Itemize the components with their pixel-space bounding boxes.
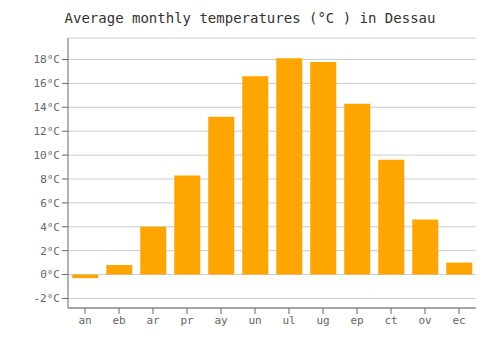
svg-text:eb: eb bbox=[112, 314, 125, 327]
svg-text:-2°C: -2°C bbox=[34, 292, 61, 305]
svg-text:ov: ov bbox=[418, 314, 432, 327]
svg-text:ct: ct bbox=[384, 314, 397, 327]
svg-text:pr: pr bbox=[180, 314, 194, 327]
svg-text:8°C: 8°C bbox=[40, 173, 60, 186]
svg-text:ep: ep bbox=[350, 314, 363, 327]
svg-text:0°C: 0°C bbox=[40, 268, 60, 281]
svg-text:ul: ul bbox=[282, 314, 295, 327]
svg-text:12°C: 12°C bbox=[34, 125, 61, 138]
svg-text:16°C: 16°C bbox=[34, 77, 61, 90]
svg-text:an: an bbox=[78, 314, 91, 327]
svg-text:un: un bbox=[248, 314, 261, 327]
svg-text:ug: ug bbox=[316, 314, 329, 327]
svg-text:ay: ay bbox=[214, 314, 228, 327]
svg-text:6°C: 6°C bbox=[40, 197, 60, 210]
svg-text:10°C: 10°C bbox=[34, 149, 61, 162]
html-text:Average monthly temperatures (: Average monthly temperatures (°C ) in De… bbox=[64, 10, 436, 26]
svg-text:ec: ec bbox=[452, 314, 465, 327]
svg-text:14°C: 14°C bbox=[34, 101, 61, 114]
svg-text:ar: ar bbox=[146, 314, 160, 327]
svg-text:2°C: 2°C bbox=[40, 245, 60, 258]
svg-text:4°C: 4°C bbox=[40, 221, 60, 234]
svg-text:18°C: 18°C bbox=[34, 53, 61, 66]
